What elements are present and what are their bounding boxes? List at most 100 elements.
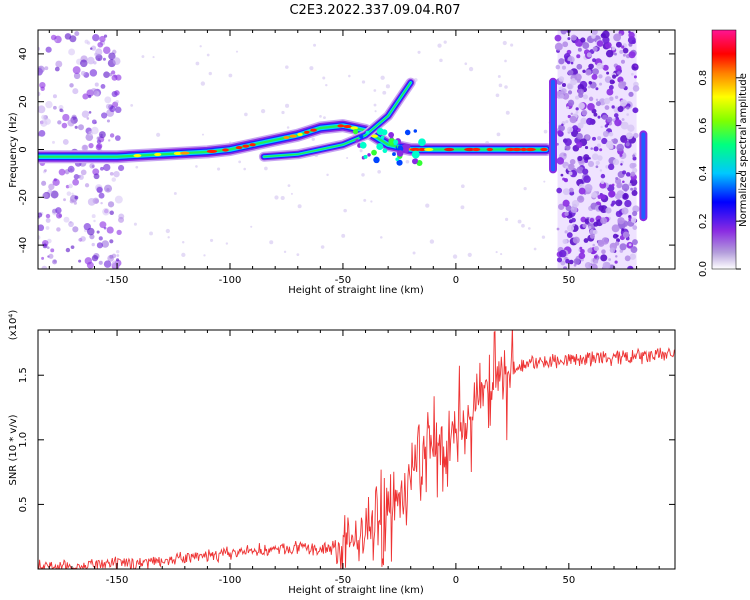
noise-blob — [611, 105, 615, 109]
noise-blob — [568, 163, 575, 170]
speckle — [135, 165, 139, 169]
noise-blob — [40, 119, 48, 127]
noise-blob — [619, 99, 628, 107]
noise-blob — [616, 143, 625, 152]
speckle — [238, 160, 242, 164]
noise-blob — [578, 187, 586, 195]
noise-blob — [615, 176, 619, 181]
noise-blob — [625, 132, 634, 140]
speckle — [319, 115, 322, 118]
noise-blob — [581, 258, 584, 262]
noise-blob — [567, 99, 575, 107]
noise-blob — [562, 41, 569, 48]
speckle — [439, 58, 443, 63]
noise-blob — [570, 112, 573, 116]
noise-blob — [614, 95, 619, 99]
trace-hotspot — [511, 147, 523, 152]
noise-blob — [614, 52, 617, 56]
speckle — [156, 132, 161, 137]
noise-blob — [38, 46, 41, 51]
noise-blob — [585, 134, 590, 140]
speckle — [377, 169, 381, 174]
noise-blob — [572, 236, 580, 244]
speckle — [141, 55, 145, 59]
noise-blob — [102, 57, 106, 61]
noise-blob — [621, 118, 625, 122]
speckle — [149, 231, 153, 236]
noise-blob — [41, 180, 47, 186]
trace-hotspot — [242, 144, 250, 148]
trace-hotspot — [235, 145, 243, 150]
noise-blob — [41, 114, 47, 120]
noise-blob — [598, 205, 604, 211]
noise-blob — [571, 217, 576, 223]
noise-blob — [600, 254, 608, 262]
noise-blob — [108, 139, 111, 142]
noise-blob — [602, 36, 610, 44]
chart-title: C2E3.2022.337.09.04.R07 — [289, 3, 460, 18]
noise-blob — [584, 262, 592, 269]
speckle — [217, 167, 221, 171]
noise-blob — [91, 254, 99, 262]
noise-blob — [84, 39, 89, 44]
speckle — [201, 133, 204, 136]
speckle — [260, 108, 266, 114]
noise-blob — [560, 173, 564, 177]
noise-blob — [604, 124, 609, 128]
noise-blob — [608, 258, 612, 261]
noise-blob — [69, 35, 77, 43]
noise-blob — [561, 65, 567, 70]
speckle — [195, 165, 198, 168]
noise-blob — [602, 130, 610, 137]
noise-blob — [111, 260, 120, 268]
trace-hotspot — [133, 153, 142, 158]
colorbar-ticks: 0.0 0.2 0.4 0.6 0.8 — [698, 70, 741, 277]
speckle — [309, 66, 314, 71]
noise-blob — [560, 30, 567, 35]
noise-blob — [600, 100, 604, 104]
speckle — [280, 195, 285, 201]
noise-blob — [45, 226, 50, 230]
noise-blob — [111, 90, 118, 98]
noise-blob — [89, 163, 95, 169]
speckle — [287, 184, 291, 187]
noise-blob — [568, 171, 573, 176]
noise-blob — [103, 46, 111, 54]
spectrogram-ytick-label: 40 — [18, 48, 29, 61]
noise-blob — [614, 193, 621, 200]
noise-blob — [554, 42, 563, 51]
speckle — [385, 84, 390, 89]
noise-blob — [98, 131, 106, 139]
trace-blob — [418, 138, 426, 147]
noise-blob — [567, 90, 573, 95]
noise-blob — [595, 98, 599, 102]
noise-blob — [97, 41, 104, 48]
noise-blob — [562, 92, 570, 100]
noise-blob — [556, 227, 560, 231]
trace-blob — [382, 148, 388, 154]
noise-blob — [587, 85, 591, 89]
noise-blob — [608, 190, 616, 198]
noise-blob — [620, 160, 624, 164]
noise-blob — [590, 263, 598, 269]
noise-blob — [620, 163, 623, 166]
noise-blob — [96, 136, 101, 141]
noise-blob — [601, 137, 608, 145]
noise-blob — [52, 94, 57, 99]
noise-blob — [67, 119, 75, 127]
noise-blob — [74, 125, 78, 129]
noise-blob — [73, 174, 80, 180]
noise-blob — [575, 95, 580, 100]
noise-blob — [70, 245, 75, 250]
noise-blob — [627, 265, 634, 269]
speckle — [165, 228, 170, 234]
noise-blob — [91, 214, 96, 219]
trace-blob — [365, 130, 370, 135]
noise-blob — [62, 113, 70, 122]
noise-blob — [107, 201, 115, 208]
noise-blob — [109, 105, 116, 113]
noise-blob — [95, 48, 103, 56]
trace-hotspot — [350, 126, 358, 130]
noise-blob — [612, 74, 617, 79]
noise-blob — [621, 45, 625, 49]
